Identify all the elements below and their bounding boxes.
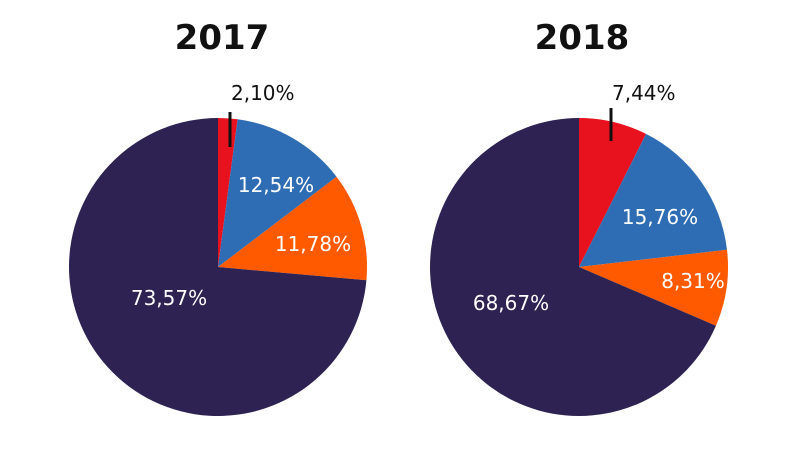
pie-slice-2018-0	[579, 118, 647, 267]
slice-label-2018-0: 7,44%	[612, 81, 676, 105]
pie-chart-2017: 2017 2,10% 12,54% 11,78% 73,57%	[69, 18, 368, 417]
pie-slice-2017-1	[218, 119, 337, 267]
pie-chart-2018: 2018 7,44% 15,76% 8,31% 68,67%	[429, 18, 728, 416]
pie-slice-2017-3	[69, 118, 367, 417]
slice-label-2017-3: 73,57%	[131, 286, 207, 310]
pie-slices-2017	[69, 118, 368, 417]
pie-slice-2017-2	[218, 176, 368, 281]
slice-label-2018-2: 8,31%	[661, 269, 725, 293]
pie-slice-2017-0	[218, 118, 238, 267]
slice-label-2017-0: 2,10%	[231, 81, 295, 105]
pie-slice-2018-3	[429, 118, 716, 416]
chart-title-2018: 2018	[535, 18, 630, 58]
slice-label-2017-1: 12,54%	[238, 173, 314, 197]
chart-title-2017: 2017	[175, 18, 270, 58]
slice-label-2018-3: 68,67%	[473, 291, 549, 315]
pie-slice-2018-2	[579, 249, 728, 326]
slice-label-2017-2: 11,78%	[275, 232, 351, 256]
pie-slices-2018	[429, 118, 728, 416]
slice-label-2018-1: 15,76%	[622, 205, 698, 229]
pie-slice-2018-1	[579, 133, 727, 267]
